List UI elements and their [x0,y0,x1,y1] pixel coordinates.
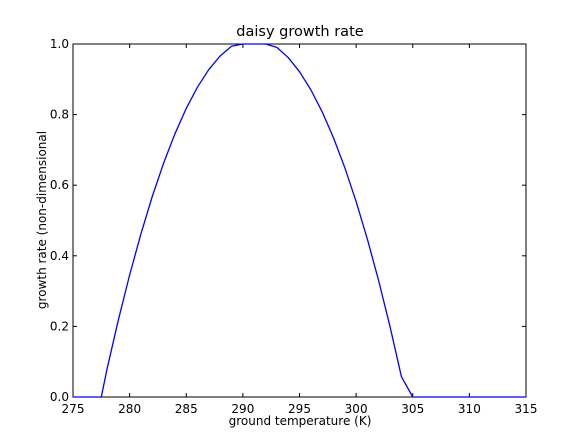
x-axis-title: ground temperature (K) [229,414,372,428]
x-tick-label: 290 [231,402,254,416]
y-axis-tick-labels: 0.0 0.2 0.4 0.6 0.8 1.0 [50,37,69,404]
x-tick-label: 285 [175,402,198,416]
series-line-0 [73,43,526,398]
x-axis-tick-labels: 275 280 285 290 295 300 305 310 315 [62,402,538,416]
x-tick-label: 275 [62,402,85,416]
plot-frame [72,43,527,398]
x-tick-label: 300 [345,402,368,416]
x-tick-label: 295 [288,402,311,416]
y-tick-label: 0.2 [50,319,69,333]
x-tick-label: 280 [118,402,141,416]
y-tick-label: 0.8 [50,108,69,122]
y-tick-label: 0.6 [50,178,69,192]
x-tick-label: 315 [515,402,538,416]
y-tick-label: 0.4 [50,249,69,263]
x-axis-ticks [72,44,527,397]
y-tick-label: 0.0 [50,390,69,404]
y-tick-label: 1.0 [50,37,69,51]
x-tick-label: 305 [401,402,424,416]
x-tick-label: 310 [458,402,481,416]
chart-title: daisy growth rate [236,24,363,40]
series-layer [73,43,526,398]
plot-area: 275 280 285 290 295 300 305 310 315 0.0 0.2 0.4 0.6… [50,37,538,416]
y-axis-title: growth rate (non-dimensional [35,131,49,309]
